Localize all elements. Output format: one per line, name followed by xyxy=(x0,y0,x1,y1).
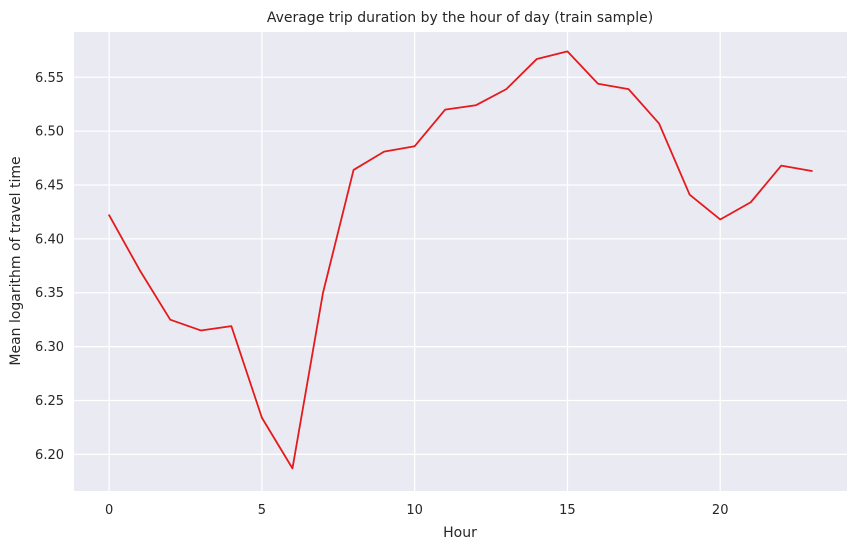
y-tick-label: 6.35 xyxy=(35,286,64,301)
x-tick-label: 10 xyxy=(406,503,423,518)
y-axis-label: Mean logarithm of travel time xyxy=(8,156,24,365)
plot-area xyxy=(74,32,847,491)
y-tick-labels: 6.20 6.25 6.30 6.35 6.40 6.45 6.50 6.55 xyxy=(35,71,64,463)
horizontal-gridlines xyxy=(74,76,847,456)
x-tick-label: 5 xyxy=(258,503,266,518)
x-tick-label: 15 xyxy=(559,503,576,518)
vertical-gridlines xyxy=(108,32,721,491)
chart-title: Average trip duration by the hour of day… xyxy=(267,10,653,26)
series-group xyxy=(108,50,813,470)
x-axis-label: Hour xyxy=(443,525,477,541)
x-tick-labels: 0 5 10 15 20 xyxy=(105,503,728,518)
x-tick-label: 20 xyxy=(712,503,729,518)
y-tick-label: 6.40 xyxy=(35,232,64,247)
x-tick-label: 0 xyxy=(105,503,113,518)
y-tick-label: 6.30 xyxy=(35,340,64,355)
y-tick-label: 6.20 xyxy=(35,448,64,463)
y-tick-label: 6.55 xyxy=(35,71,64,86)
series-line xyxy=(108,50,813,470)
y-tick-label: 6.45 xyxy=(35,179,64,194)
y-tick-label: 6.50 xyxy=(35,125,64,140)
y-tick-label: 6.25 xyxy=(35,394,64,409)
